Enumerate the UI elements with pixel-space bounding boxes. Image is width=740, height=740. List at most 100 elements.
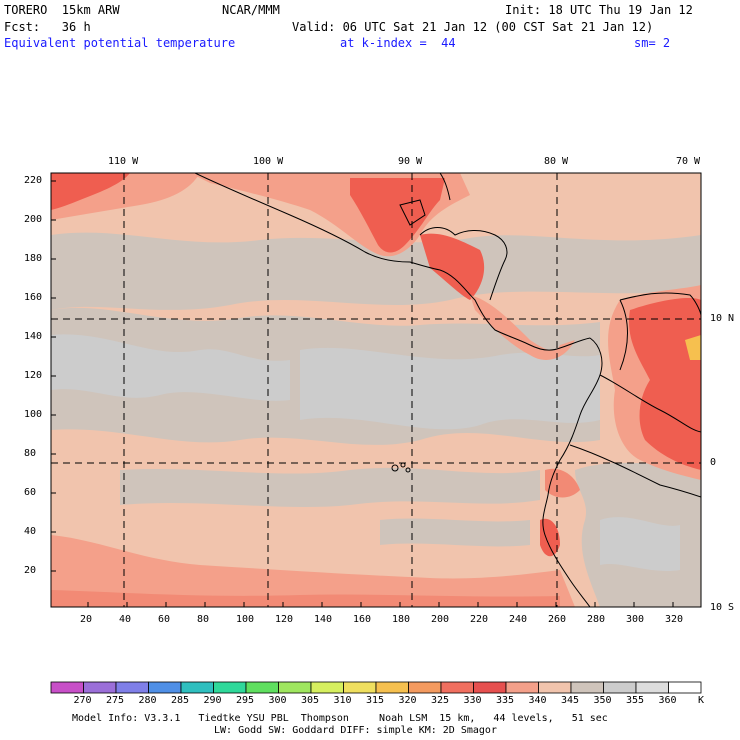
model-info: Model Info: V3.3.1 Tiedtke YSU PBL Thomp… [72, 713, 608, 724]
colorbar-label: 315 [366, 695, 385, 706]
peru-red [540, 518, 560, 557]
galapagos-3 [405, 467, 411, 473]
colorbar-boxes [50, 681, 702, 694]
colorbar-swatch [213, 681, 247, 694]
colorbar-swatch [245, 681, 279, 694]
sa-gray-2 [600, 517, 680, 572]
colorbar-swatch [115, 681, 149, 694]
guatemala-red [420, 233, 485, 300]
y-tick-label: 20 [24, 565, 37, 576]
yucatan-coast [399, 199, 426, 226]
colorbar-label: 325 [431, 695, 450, 706]
valid-time: Valid: 06 UTC Sat 21 Jan 12 (00 CST Sat … [292, 20, 654, 34]
y-tick-label: 140 [24, 331, 43, 342]
gray-patch-1 [51, 334, 290, 401]
colorbar-label: 305 [301, 695, 320, 706]
colorbar-label: 285 [171, 695, 190, 706]
colombia-border [599, 374, 701, 433]
x-tick-label: 120 [275, 614, 294, 625]
colorbar-swatch [343, 681, 377, 694]
x-tick-label: 180 [392, 614, 411, 625]
x-tick-label: 20 [80, 614, 93, 625]
colorbar-swatch [408, 681, 442, 694]
y-tick-label: 160 [24, 292, 43, 303]
colorbar-swatch [375, 681, 409, 694]
y-tick-label: 120 [24, 370, 43, 381]
sa-pacific-coast [542, 337, 603, 607]
colorbar-label: 295 [236, 695, 255, 706]
gray-patch-2 [300, 347, 600, 430]
map-field [51, 173, 701, 607]
level-info: at k-index = 44 [340, 36, 456, 50]
y-tick-label: 40 [24, 526, 37, 537]
colorbar-label: 355 [626, 695, 645, 706]
colorbar-label: 320 [398, 695, 417, 706]
south-band [51, 535, 575, 607]
init-time: Init: 18 UTC Thu 19 Jan 12 [505, 3, 693, 17]
x-tick-label: 140 [314, 614, 333, 625]
forecast-hour: Fcst: 36 h [4, 20, 91, 34]
colorbar-swatch [505, 681, 539, 694]
y-tick-label: 220 [24, 175, 43, 186]
colorbar-swatch [538, 681, 572, 694]
pacific-coast-central-america [194, 173, 591, 351]
x-tick-label: 200 [431, 614, 450, 625]
colorbar-label: 275 [106, 695, 125, 706]
graticule [51, 173, 701, 607]
ecuador-salmon [545, 468, 580, 498]
x-tick-label: 300 [626, 614, 645, 625]
x-tick-label: 280 [587, 614, 606, 625]
colorbar-label: 335 [496, 695, 515, 706]
south-band-deep [51, 590, 560, 607]
right-lat-label: 10 N [710, 313, 735, 324]
colorbar-swatch [180, 681, 214, 694]
top-lon-label: 100 W [253, 156, 284, 167]
y-tick-label: 200 [24, 214, 43, 225]
x-tick-label: 100 [236, 614, 255, 625]
x-tick-label: 60 [158, 614, 171, 625]
galapagos-1 [391, 464, 399, 472]
colorbar-swatch [570, 681, 604, 694]
colorbar-swatch [603, 681, 637, 694]
nw-red [51, 173, 130, 210]
colorbar-swatch [440, 681, 474, 694]
x-tick-label: 320 [665, 614, 684, 625]
gulf-coast [439, 173, 451, 201]
tick-marks [51, 180, 674, 607]
colorbar-label: 360 [658, 695, 677, 706]
x-tick-label: 220 [470, 614, 489, 625]
gray-band-4 [380, 518, 530, 547]
right-lat-label: 0 [710, 457, 717, 468]
ecuador-border [569, 444, 701, 498]
coastlines [194, 173, 701, 607]
physics-info: LW: Godd SW: Goddard DIFF: simple KM: 2D… [214, 725, 497, 736]
ne-red [629, 298, 701, 470]
top-lon-label: 110 W [108, 156, 139, 167]
colorbar-swatch [668, 681, 702, 694]
y-tick-label: 100 [24, 409, 43, 420]
y-tick-label: 180 [24, 253, 43, 264]
colorbar-swatch [278, 681, 312, 694]
colorbar-label: 340 [528, 695, 547, 706]
colorbar-label: 350 [593, 695, 612, 706]
y-tick-label: 60 [24, 487, 37, 498]
x-tick-label: 260 [548, 614, 567, 625]
colorbar-label: 330 [463, 695, 482, 706]
colorbar-label: 310 [333, 695, 352, 706]
field-name: Equivalent potential temperature [4, 36, 236, 50]
colorbar-label: 280 [138, 695, 157, 706]
x-tick-label: 80 [197, 614, 210, 625]
top-lon-label: 90 W [398, 156, 423, 167]
colorbar-unit: K [698, 695, 705, 706]
model-name: TORERO 15km ARW [4, 3, 120, 17]
x-tick-label: 40 [119, 614, 132, 625]
colorbar-swatch [310, 681, 344, 694]
colombia-venezuela-border [619, 299, 628, 371]
colorbar-swatch [50, 681, 84, 694]
colorbar-label: 300 [268, 695, 287, 706]
colorbar-label: 345 [561, 695, 580, 706]
colorbar-swatch [473, 681, 507, 694]
x-tick-label: 160 [353, 614, 372, 625]
